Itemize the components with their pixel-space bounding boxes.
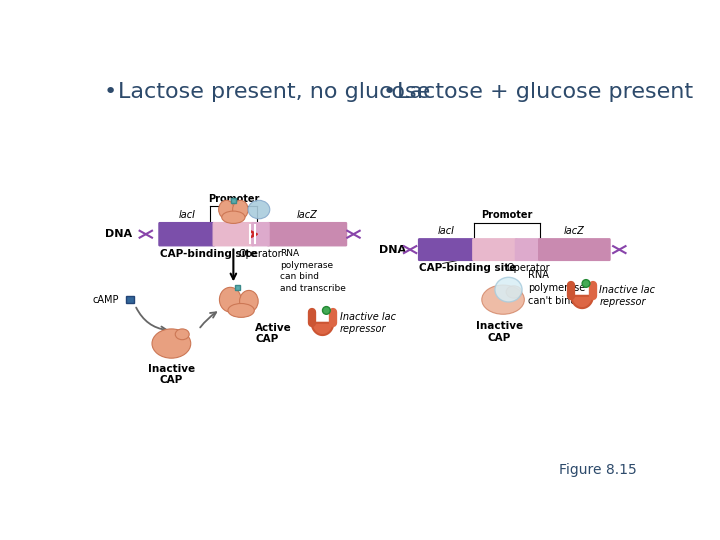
FancyBboxPatch shape	[159, 222, 215, 246]
Text: •: •	[383, 82, 396, 102]
Ellipse shape	[495, 278, 522, 302]
Text: Operator: Operator	[506, 264, 549, 273]
FancyBboxPatch shape	[539, 239, 610, 260]
FancyBboxPatch shape	[267, 222, 346, 246]
Text: DNA: DNA	[106, 229, 132, 239]
Text: Promoter: Promoter	[207, 194, 259, 204]
Text: lacI: lacI	[438, 226, 455, 236]
Text: •: •	[104, 82, 117, 102]
Text: CAP-binding site: CAP-binding site	[419, 264, 517, 273]
Circle shape	[582, 280, 590, 287]
Circle shape	[323, 307, 330, 314]
Ellipse shape	[220, 287, 241, 312]
Ellipse shape	[222, 211, 245, 224]
Text: lacZ: lacZ	[564, 226, 585, 236]
FancyBboxPatch shape	[252, 222, 269, 246]
Text: cAMP: cAMP	[93, 295, 120, 305]
FancyBboxPatch shape	[473, 239, 517, 260]
Text: CAP-binding site: CAP-binding site	[160, 249, 257, 259]
Text: Promoter: Promoter	[481, 211, 532, 220]
Text: DNA: DNA	[379, 245, 406, 254]
Text: Lactose + glucose present: Lactose + glucose present	[397, 82, 693, 102]
Text: Inactive
CAP: Inactive CAP	[148, 363, 195, 385]
Text: Active
CAP: Active CAP	[255, 323, 292, 345]
Text: Inactive lac
repressor: Inactive lac repressor	[599, 285, 655, 307]
Ellipse shape	[228, 303, 254, 318]
Polygon shape	[312, 323, 333, 335]
Text: Inactive
CAP: Inactive CAP	[476, 321, 523, 343]
Ellipse shape	[233, 200, 248, 219]
Ellipse shape	[240, 291, 258, 312]
Text: RNA
polymerase
can't bind: RNA polymerase can't bind	[528, 270, 585, 306]
Ellipse shape	[152, 329, 191, 358]
FancyBboxPatch shape	[213, 222, 253, 246]
Ellipse shape	[506, 286, 522, 298]
Polygon shape	[571, 296, 593, 308]
Text: lacI: lacI	[179, 210, 195, 220]
Text: Operator: Operator	[239, 249, 282, 259]
Ellipse shape	[248, 200, 270, 219]
FancyBboxPatch shape	[418, 239, 474, 260]
Text: Inactive lac
repressor: Inactive lac repressor	[340, 312, 395, 334]
Ellipse shape	[219, 200, 234, 219]
Text: Lactose present, no glucose: Lactose present, no glucose	[118, 82, 430, 102]
Text: lacZ: lacZ	[297, 210, 318, 220]
FancyBboxPatch shape	[516, 239, 540, 260]
Text: Figure 8.15: Figure 8.15	[559, 463, 637, 477]
Ellipse shape	[175, 329, 189, 340]
Text: RNA
polymerase
can bind
and transcribe: RNA polymerase can bind and transcribe	[280, 249, 346, 293]
Ellipse shape	[482, 285, 524, 314]
